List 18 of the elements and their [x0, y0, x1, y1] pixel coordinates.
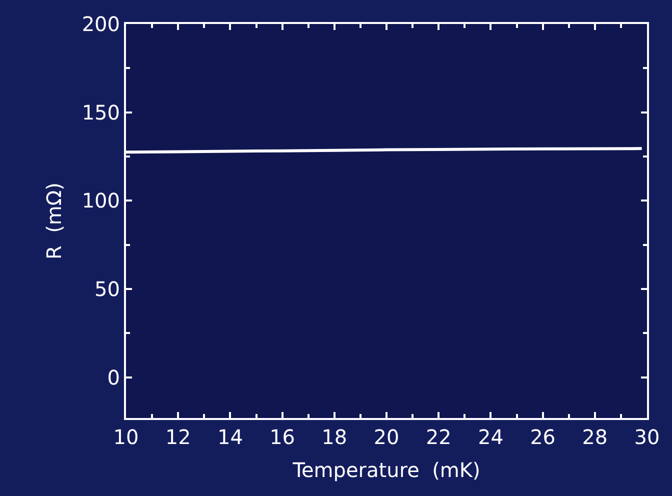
y-tick-label: 150	[82, 100, 120, 124]
y-tick-label: 50	[94, 277, 120, 302]
y-tick-label: 100	[82, 188, 120, 213]
x-tick-label: 22	[426, 425, 452, 449]
x-tick-label: 20	[374, 425, 400, 449]
x-tick-label: 30	[634, 425, 660, 449]
x-tick-label: 18	[322, 425, 348, 449]
y-tick-label: 0	[107, 365, 120, 390]
x-tick-label: 28	[582, 425, 608, 449]
x-tick-label: 24	[478, 425, 504, 449]
x-tick-label: 14	[217, 425, 243, 449]
y-axis-title: R (mΩ)	[42, 182, 66, 260]
x-axis-title: Temperature (mK)	[292, 458, 480, 482]
x-tick-label: 26	[530, 425, 556, 449]
x-tick-label: 12	[165, 425, 191, 449]
y-tick-label: 200	[82, 12, 120, 36]
x-tick-label: 10	[113, 425, 139, 449]
x-tick-label: 16	[270, 425, 296, 449]
